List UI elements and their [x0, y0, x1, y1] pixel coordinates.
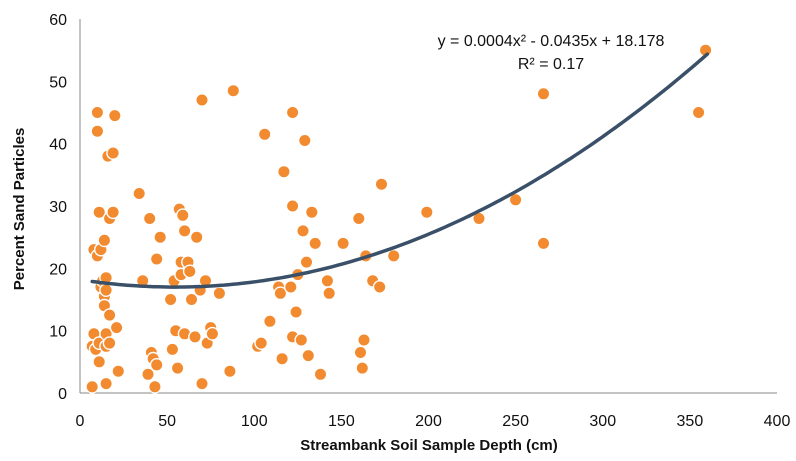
data-point — [691, 105, 706, 120]
x-tick-label: 50 — [158, 413, 176, 430]
data-point — [85, 379, 100, 394]
data-point — [294, 333, 309, 347]
data-point — [357, 333, 371, 347]
y-tick-label: 50 — [49, 74, 67, 91]
data-point — [170, 361, 185, 375]
data-point — [109, 320, 124, 335]
data-point — [285, 199, 300, 213]
data-point — [372, 280, 387, 294]
data-point — [283, 280, 298, 294]
data-point — [275, 351, 289, 366]
data-point — [374, 177, 389, 192]
y-tick-label: 10 — [49, 324, 67, 341]
y-tick-label: 0 — [58, 386, 67, 403]
data-point — [90, 105, 105, 120]
data-point — [299, 255, 314, 270]
trendline-equation: y = 0.0004x² - 0.0435x + 18.178 — [438, 33, 665, 50]
data-point — [184, 292, 199, 307]
x-tick-label: 0 — [76, 413, 85, 430]
x-tick-label: 200 — [415, 413, 442, 430]
data-point — [182, 264, 197, 279]
axes — [79, 19, 777, 394]
data-point — [163, 292, 178, 307]
data-point — [296, 223, 310, 238]
x-tick-label: 100 — [241, 413, 268, 430]
data-point — [147, 379, 162, 394]
x-tick-label: 300 — [589, 413, 616, 430]
data-point — [99, 283, 114, 297]
data-point — [175, 208, 190, 223]
data-point — [195, 376, 209, 391]
y-axis-title: Percent Sand Particles — [11, 128, 28, 291]
data-point — [141, 367, 155, 382]
data-point — [313, 367, 328, 382]
data-point — [102, 336, 117, 350]
data-point — [149, 252, 164, 266]
data-point — [195, 93, 209, 107]
data-point — [92, 205, 107, 220]
data-point — [304, 205, 319, 220]
r-squared-label: R² = 0.17 — [518, 56, 584, 73]
data-point — [301, 348, 316, 363]
x-tick-label: 400 — [764, 413, 791, 430]
data-point — [351, 211, 366, 226]
x-tick-label: 350 — [677, 413, 704, 430]
data-point — [355, 361, 370, 375]
data-point — [297, 133, 312, 148]
y-tick-labels: 0 10 20 30 40 50 60 — [49, 12, 67, 403]
data-point — [97, 233, 112, 248]
data-point — [132, 186, 147, 201]
data-point — [142, 211, 157, 226]
y-tick-label: 60 — [49, 12, 67, 29]
data-point — [102, 308, 117, 322]
data-point — [226, 83, 241, 98]
data-point — [177, 223, 192, 238]
data-point — [189, 230, 204, 245]
data-point — [386, 248, 401, 263]
data-point — [308, 236, 323, 251]
data-point — [106, 205, 121, 220]
data-point — [336, 236, 350, 251]
y-tick-label: 20 — [49, 261, 67, 278]
data-point — [262, 314, 277, 329]
data-point — [153, 230, 168, 245]
trendline — [90, 52, 710, 289]
x-tick-label: 150 — [328, 413, 355, 430]
data-point — [92, 354, 107, 369]
x-tick-labels: 0 50 100 150 200 250 300 350 400 — [76, 413, 791, 430]
data-point — [536, 236, 551, 251]
data-point — [107, 108, 122, 123]
data-point — [99, 376, 114, 391]
data-point — [165, 342, 180, 357]
data-point — [322, 286, 337, 301]
data-point — [212, 286, 227, 301]
data-point — [254, 336, 269, 350]
data-point — [285, 105, 300, 120]
data-point — [419, 205, 434, 220]
data-point — [205, 326, 220, 341]
y-tick-label: 30 — [49, 199, 67, 216]
data-point — [257, 127, 272, 142]
x-axis-title: Streambank Soil Sample Depth (cm) — [300, 437, 558, 454]
data-point — [276, 164, 291, 179]
data-point — [353, 345, 368, 360]
data-point — [273, 286, 288, 301]
data-point — [149, 357, 164, 372]
data-point — [188, 329, 202, 344]
data-point — [111, 364, 126, 379]
data-points — [85, 43, 713, 394]
data-point — [320, 273, 335, 288]
data-point — [289, 305, 303, 319]
data-point — [536, 86, 551, 101]
data-point — [222, 364, 237, 379]
x-tick-label: 250 — [502, 413, 529, 430]
data-point — [90, 124, 105, 139]
y-tick-label: 40 — [49, 137, 67, 154]
data-point — [106, 146, 121, 160]
